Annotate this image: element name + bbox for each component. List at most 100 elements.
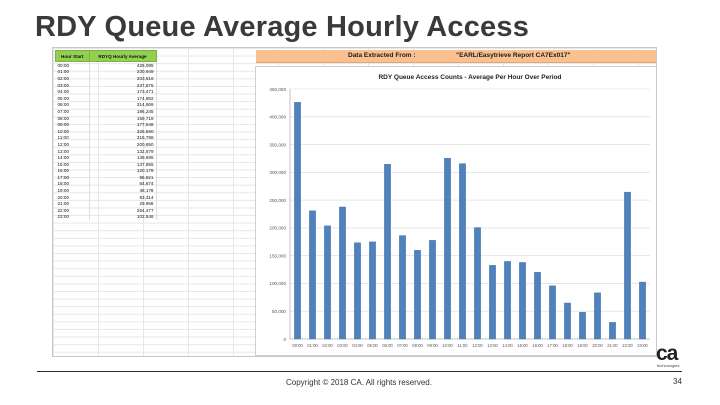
- table-row: 13:00 132,679: [55, 147, 157, 155]
- cell-hourly-average: 137,855: [89, 160, 157, 168]
- x-tick-label: 12:00: [472, 343, 483, 348]
- bar: [549, 285, 556, 340]
- cell-hour-start: 21:00: [55, 200, 90, 208]
- cell-hourly-average: 29,968: [89, 200, 157, 208]
- bar: [534, 272, 541, 340]
- cell-hourly-average: 48,178: [89, 187, 157, 194]
- table-row: 21:00 29,968: [55, 200, 157, 208]
- x-tick-label: 08:00: [412, 343, 423, 348]
- bar: [309, 210, 316, 340]
- cell-hour-start: 01:00: [55, 68, 90, 76]
- bar: [414, 250, 421, 340]
- logo-mark: ca: [656, 342, 678, 365]
- cell-hour-start: 11:00: [55, 134, 90, 142]
- copyright-notice: Copyright © 2018 CA. All rights reserved…: [286, 378, 432, 387]
- cell-hourly-average: 95,821: [89, 174, 157, 181]
- table-header-row: Hour Start RDYQ Hourly Average: [55, 50, 157, 62]
- banner-source: "EARL/Easytrieve Report CA7Ex017": [456, 52, 571, 59]
- chart-title: RDY Queue Access Counts - Average Per Ho…: [378, 74, 561, 81]
- y-tick-label: 400,000: [269, 115, 286, 120]
- cell-hour-start: 16:00: [55, 167, 90, 175]
- chart-area: RDY Queue Access Counts - Average Per Ho…: [255, 66, 656, 356]
- cell-hourly-average: 264,477: [89, 207, 157, 214]
- cell-hourly-average: 325,590: [89, 127, 157, 135]
- cell-hour-start: 09:00: [55, 121, 90, 128]
- x-tick-label: 05:00: [367, 343, 378, 348]
- y-tick-label: 250,000: [269, 198, 286, 203]
- cell-hourly-average: 237,675: [89, 81, 157, 89]
- table-row: 06:00 314,669: [55, 101, 157, 109]
- y-tick-label: 300,000: [269, 170, 286, 175]
- table-row: 12:00 200,650: [55, 141, 157, 148]
- x-tick-label: 13:00: [487, 343, 498, 348]
- bar: [474, 227, 481, 340]
- x-tick-label: 04:00: [352, 343, 363, 348]
- table-row: 11:00 315,798: [55, 134, 157, 142]
- bar: [504, 261, 511, 340]
- bar: [564, 302, 571, 340]
- cell-hour-start: 05:00: [55, 94, 90, 102]
- cell-hour-start: 04:00: [55, 88, 90, 95]
- table-row: 14:00 139,695: [55, 154, 157, 161]
- logo-subtext: technologies: [657, 363, 680, 368]
- y-tick-label: 150,000: [269, 253, 286, 258]
- table-row: 03:00 237,675: [55, 81, 157, 89]
- x-tick-label: 07:00: [397, 343, 408, 348]
- cell-hour-start: 08:00: [55, 114, 90, 122]
- cell-hour-start: 23:00: [55, 213, 90, 221]
- bar: [489, 265, 496, 340]
- cell-hour-start: 20:00: [55, 193, 90, 201]
- x-tick-label: 09:00: [427, 343, 438, 348]
- cell-hourly-average: 139,695: [89, 154, 157, 161]
- data-source-banner: Data Extracted From : "EARL/Easytrieve R…: [256, 50, 656, 63]
- table-row: 23:00 102,546: [55, 213, 157, 221]
- x-tick-label: 15:00: [517, 343, 528, 348]
- table-row: 22:00 264,477: [55, 207, 157, 214]
- table-body: 00:00 426,095 01:00 230,949 02:00 203,916 03:0…: [55, 61, 157, 221]
- table-row: 16:00 120,178: [55, 167, 157, 175]
- cell-hour-start: 14:00: [55, 154, 90, 161]
- x-tick-label: 22:00: [622, 343, 633, 348]
- x-tick-label: 03:00: [337, 343, 348, 348]
- x-tick-label: 23:00: [637, 343, 648, 348]
- table-row: 09:00 177,648: [55, 121, 157, 128]
- y-tick-label: 200,000: [269, 226, 286, 231]
- table-row: 08:00 159,718: [55, 114, 157, 122]
- bar: [354, 242, 361, 340]
- cell-hour-start: 19:00: [55, 187, 90, 194]
- cell-hour-start: 18:00: [55, 180, 90, 188]
- x-tick-label: 21:00: [607, 343, 618, 348]
- cell-hour-start: 12:00: [55, 141, 90, 148]
- bar: [459, 163, 466, 340]
- table-row: 05:00 174,982: [55, 94, 157, 102]
- cell-hourly-average: 159,718: [89, 114, 157, 122]
- x-tick-label: 06:00: [382, 343, 393, 348]
- y-tick-label: 50,000: [272, 309, 286, 314]
- x-tick-label: 01:00: [307, 343, 318, 348]
- table-row: 20:00 83,314: [55, 193, 157, 201]
- table-row: 17:00 95,821: [55, 174, 157, 181]
- bar: [594, 292, 601, 340]
- x-tick-label: 18:00: [562, 343, 573, 348]
- ca-logo: ca technologies: [656, 342, 686, 369]
- x-tick-label: 14:00: [502, 343, 513, 348]
- header-rdyq-hourly-average: RDYQ Hourly Average: [88, 50, 157, 62]
- table-row: 15:00 137,855: [55, 160, 157, 168]
- cell-hour-start: 00:00: [55, 61, 90, 69]
- banner-label: Data Extracted From :: [348, 52, 416, 59]
- table-row: 07:00 186,245: [55, 108, 157, 115]
- cell-hourly-average: 177,648: [89, 121, 157, 128]
- cell-hourly-average: 200,650: [89, 141, 157, 148]
- cell-hour-start: 02:00: [55, 75, 90, 82]
- table-row: 19:00 48,178: [55, 187, 157, 194]
- cell-hourly-average: 314,669: [89, 101, 157, 109]
- y-tick-label: 350,000: [269, 142, 286, 147]
- cell-hourly-average: 120,178: [89, 167, 157, 175]
- bar: [444, 157, 451, 340]
- header-hour-start: Hour Start: [55, 50, 90, 62]
- bar: [369, 241, 376, 340]
- x-tick-label: 00:00: [292, 343, 303, 348]
- cell-hourly-average: 102,546: [89, 213, 157, 221]
- footer-divider: [37, 371, 682, 372]
- cell-hour-start: 07:00: [55, 108, 90, 115]
